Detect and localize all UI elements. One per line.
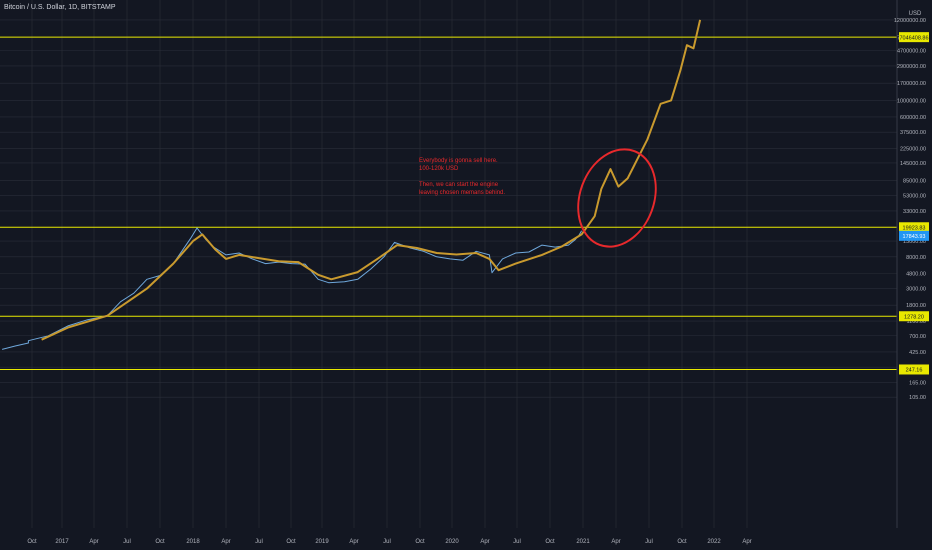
x-tick-label: Oct [286, 539, 296, 545]
grid-lines [0, 0, 897, 528]
x-tick-label: Jul [513, 539, 521, 545]
y-tick-label: 145000.00 [900, 161, 926, 167]
y-tick-label: 425.00 [909, 350, 926, 356]
level-badge-label: 1278.20 [904, 314, 924, 320]
x-tick-label: Jul [255, 539, 263, 545]
x-tick-label: Apr [89, 539, 98, 545]
symbol-title: Bitcoin / U.S. Dollar, 1D, BITSTAMP [4, 4, 116, 11]
series-lines [1, 19, 702, 350]
x-tick-label: Oct [155, 539, 165, 545]
annotation-line-2: 100-120k USD [419, 166, 459, 172]
last-price-badge [899, 230, 929, 241]
x-tick-label: Apr [349, 539, 358, 545]
x-tick-label: Jul [645, 539, 653, 545]
y-tick-label: 2900000.00 [897, 64, 926, 70]
y-tick-label: 1100.00 [907, 319, 926, 325]
y-tick-label: 165.00 [909, 381, 926, 387]
horizontal-levels[interactable] [0, 36, 897, 370]
y-tick-label: 600000.00 [900, 115, 926, 121]
x-tick-label: 2022 [707, 539, 721, 545]
y-tick-label: 3000.00 [906, 287, 926, 293]
highlight-circle [577, 148, 657, 248]
y-tick-label: 225000.00 [900, 147, 926, 153]
x-tick-label: Oct [545, 539, 555, 545]
annotation-line-4: leaving chosen memans behind. [419, 190, 506, 196]
x-tick-label: Apr [221, 539, 230, 545]
level-badge-label: 19923.83 [903, 225, 926, 231]
x-tick-label: Jul [383, 539, 391, 545]
chart-annotation: Everybody is gonna sell here. 100-120k U… [419, 157, 505, 197]
y-tick-label: 1700000.00 [897, 81, 926, 87]
x-tick-label: Oct [415, 539, 425, 545]
y-tick-label: 8000.00 [906, 255, 926, 261]
x-tick-label: Oct [677, 539, 687, 545]
projection-series [41, 19, 702, 341]
level-badge [899, 222, 929, 233]
level-badge-label: 247.16 [906, 368, 923, 374]
y-tick-label: 4700000.00 [897, 48, 926, 54]
annotation-line-1: Everybody is gonna sell here. [419, 158, 498, 164]
x-tick-label: Apr [611, 539, 620, 545]
level-badge-label: 7046408.86 [899, 35, 928, 41]
level-badge [899, 32, 929, 43]
y-tick-label: 1800.00 [906, 303, 926, 309]
time-axis[interactable]: Oct 2017 Apr Jul Oct 2018 Apr Jul Oct 2019 Apr Jul O… [27, 539, 751, 545]
y-tick-label: 13000.00 [903, 239, 926, 245]
last-price-label: 17843.93 [903, 234, 926, 240]
x-tick-label: 2017 [55, 539, 69, 545]
x-tick-label: 2019 [315, 539, 329, 545]
x-tick-label: Apr [742, 539, 751, 545]
y-tick-label: 700.00 [909, 334, 926, 340]
level-badge [899, 311, 929, 322]
y-tick-label: 33000.00 [903, 209, 926, 215]
y-tick-label: 4800.00 [906, 271, 926, 277]
x-tick-label: Oct [27, 539, 37, 545]
annotation-line-3: Then, we can start the engine [419, 182, 499, 188]
y-tick-label: 53000.00 [903, 194, 926, 200]
y-tick-label: 1000000.00 [897, 98, 926, 104]
y-tick-label: 375000.00 [900, 130, 926, 136]
x-tick-label: 2020 [445, 539, 459, 545]
level-badge [899, 364, 929, 375]
x-tick-label: Jul [123, 539, 131, 545]
x-tick-label: 2021 [576, 539, 590, 545]
price-badges: 7046408.86 19923.83 1278.20 247.16 17843.93 [899, 32, 929, 375]
y-tick-label: 12000000.00 [894, 18, 926, 24]
price-axis[interactable]: 12000000.007000000.004700000.002900000.0… [894, 11, 926, 401]
y-axis-unit: USD [909, 11, 922, 17]
x-tick-label: 2018 [186, 539, 200, 545]
y-tick-label: 85000.00 [903, 178, 926, 184]
x-tick-label: Apr [480, 539, 489, 545]
y-tick-label: 105.00 [909, 395, 926, 401]
